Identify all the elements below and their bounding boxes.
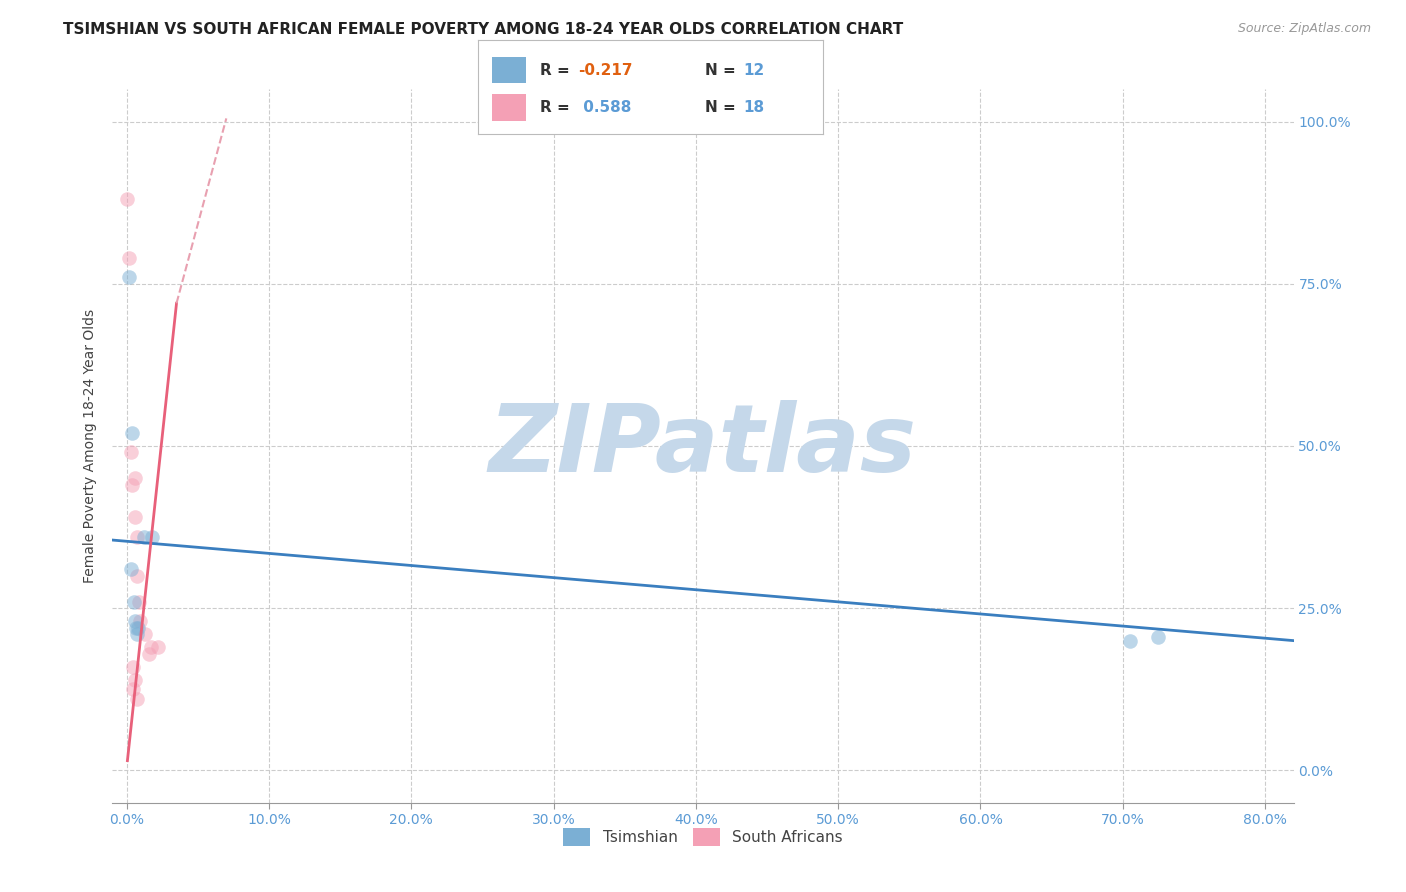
Point <box>124 614 146 628</box>
Point <box>121 478 143 492</box>
Point <box>1147 631 1170 645</box>
Point <box>127 621 149 635</box>
Text: 12: 12 <box>744 62 765 78</box>
Point <box>124 673 146 687</box>
Point <box>125 692 148 706</box>
Text: -0.217: -0.217 <box>578 62 633 78</box>
Point <box>1119 633 1142 648</box>
Text: N =: N = <box>706 100 741 115</box>
Text: TSIMSHIAN VS SOUTH AFRICAN FEMALE POVERTY AMONG 18-24 YEAR OLDS CORRELATION CHAR: TSIMSHIAN VS SOUTH AFRICAN FEMALE POVERT… <box>63 22 904 37</box>
Point <box>122 595 145 609</box>
Point <box>127 568 149 582</box>
Point <box>122 659 145 673</box>
Point <box>125 627 148 641</box>
Point <box>138 647 160 661</box>
Point <box>129 614 152 628</box>
Point <box>118 270 141 285</box>
Point <box>118 251 141 265</box>
Point <box>120 445 142 459</box>
Point <box>125 530 148 544</box>
Point <box>117 193 139 207</box>
Point <box>146 640 169 654</box>
Legend: Tsimshian, South Africans: Tsimshian, South Africans <box>557 822 849 852</box>
Bar <box>492 57 526 83</box>
Text: N =: N = <box>706 62 741 78</box>
Point <box>125 621 148 635</box>
Bar <box>492 95 526 120</box>
Point <box>124 471 146 485</box>
Point <box>120 562 142 576</box>
Point <box>121 425 143 440</box>
Text: R =: R = <box>540 62 575 78</box>
Y-axis label: Female Poverty Among 18-24 Year Olds: Female Poverty Among 18-24 Year Olds <box>83 309 97 583</box>
Point <box>139 640 162 654</box>
Text: ZIPatlas: ZIPatlas <box>489 400 917 492</box>
Point <box>128 595 150 609</box>
Text: R =: R = <box>540 100 575 115</box>
Text: 18: 18 <box>744 100 765 115</box>
Point <box>124 510 146 524</box>
Text: Source: ZipAtlas.com: Source: ZipAtlas.com <box>1237 22 1371 36</box>
Point <box>122 682 145 697</box>
Point <box>132 530 155 544</box>
Point <box>134 627 156 641</box>
Text: 0.588: 0.588 <box>578 100 631 115</box>
Point <box>141 530 163 544</box>
